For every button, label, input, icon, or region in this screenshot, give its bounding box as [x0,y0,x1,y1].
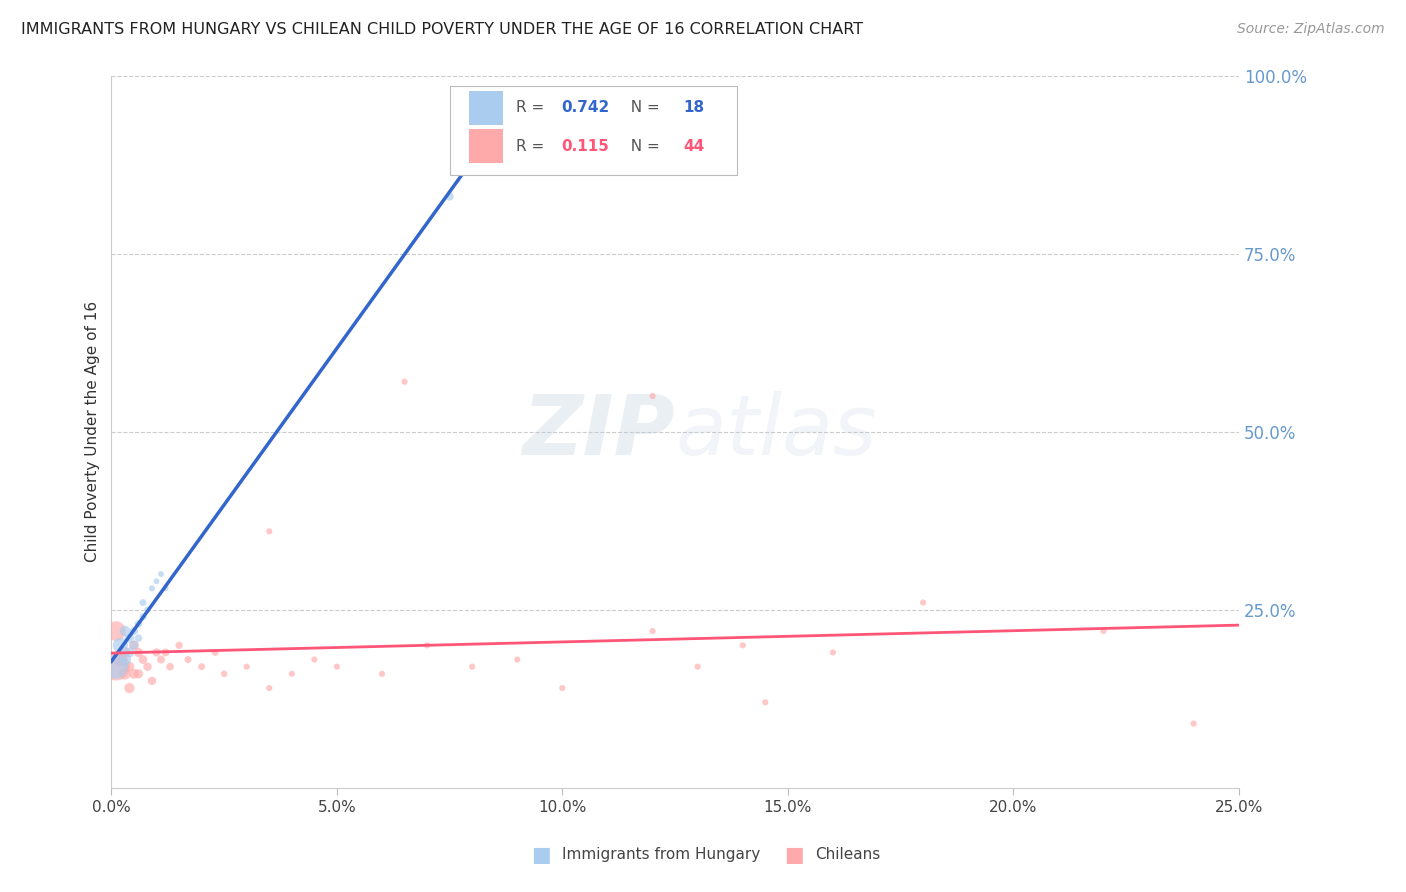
Text: Chileans: Chileans [815,847,880,862]
Point [177,652,200,666]
Point [145,645,167,659]
Text: atlas: atlas [675,391,877,472]
Point [257,681,280,695]
Point [122,624,145,638]
Text: N =: N = [621,101,665,115]
Bar [468,91,502,125]
Text: Immigrants from Hungary: Immigrants from Hungary [562,847,761,862]
Point [686,659,709,673]
Text: ZIP: ZIP [523,391,675,472]
Point [127,645,149,659]
Point [136,603,159,617]
Point [122,638,145,652]
Text: R =: R = [516,101,550,115]
Point [371,666,394,681]
Point [235,659,257,673]
Point [912,596,935,610]
Point [754,695,776,709]
Point [159,659,181,673]
Point [212,666,235,681]
Bar [468,129,502,163]
Point [114,666,136,681]
Point [141,673,163,688]
Point [114,652,136,666]
Text: 0.742: 0.742 [561,101,609,115]
Point [127,616,149,631]
Point [110,652,132,666]
Point [731,638,754,652]
Point [257,524,280,539]
Y-axis label: Child Poverty Under the Age of 16: Child Poverty Under the Age of 16 [86,301,100,562]
Text: 44: 44 [683,139,704,154]
Point [190,659,212,673]
Point [461,659,484,673]
Point [136,659,159,673]
Point [104,624,127,638]
Point [506,652,529,666]
Point [122,638,145,652]
Point [118,659,141,673]
Point [141,582,163,596]
Point [155,645,177,659]
Point [118,645,141,659]
Text: 0.115: 0.115 [561,139,609,154]
Point [167,638,190,652]
Point [114,645,136,659]
Point [326,659,349,673]
Point [155,582,177,596]
Point [641,389,664,403]
Point [132,596,155,610]
Point [118,631,141,645]
Text: IMMIGRANTS FROM HUNGARY VS CHILEAN CHILD POVERTY UNDER THE AGE OF 16 CORRELATION: IMMIGRANTS FROM HUNGARY VS CHILEAN CHILD… [21,22,863,37]
Point [118,681,141,695]
FancyBboxPatch shape [450,87,737,175]
Point [821,645,844,659]
Point [1092,624,1115,638]
Text: N =: N = [621,139,665,154]
Point [551,681,574,695]
Point [204,645,226,659]
Text: R =: R = [516,139,550,154]
Text: 18: 18 [683,101,704,115]
Text: ■: ■ [531,845,551,864]
Point [132,652,155,666]
Point [127,631,149,645]
Point [145,574,167,589]
Text: Source: ZipAtlas.com: Source: ZipAtlas.com [1237,22,1385,37]
Point [150,652,173,666]
Point [281,666,304,681]
Point [122,666,145,681]
Point [150,567,173,582]
Point [304,652,326,666]
Point [104,659,127,673]
Point [132,610,155,624]
Point [439,189,461,203]
Point [641,624,664,638]
Point [394,375,416,389]
Text: ■: ■ [785,845,804,864]
Point [114,624,136,638]
Point [416,638,439,652]
Point [110,638,132,652]
Point [127,666,149,681]
Point [1182,716,1205,731]
Point [104,659,127,673]
